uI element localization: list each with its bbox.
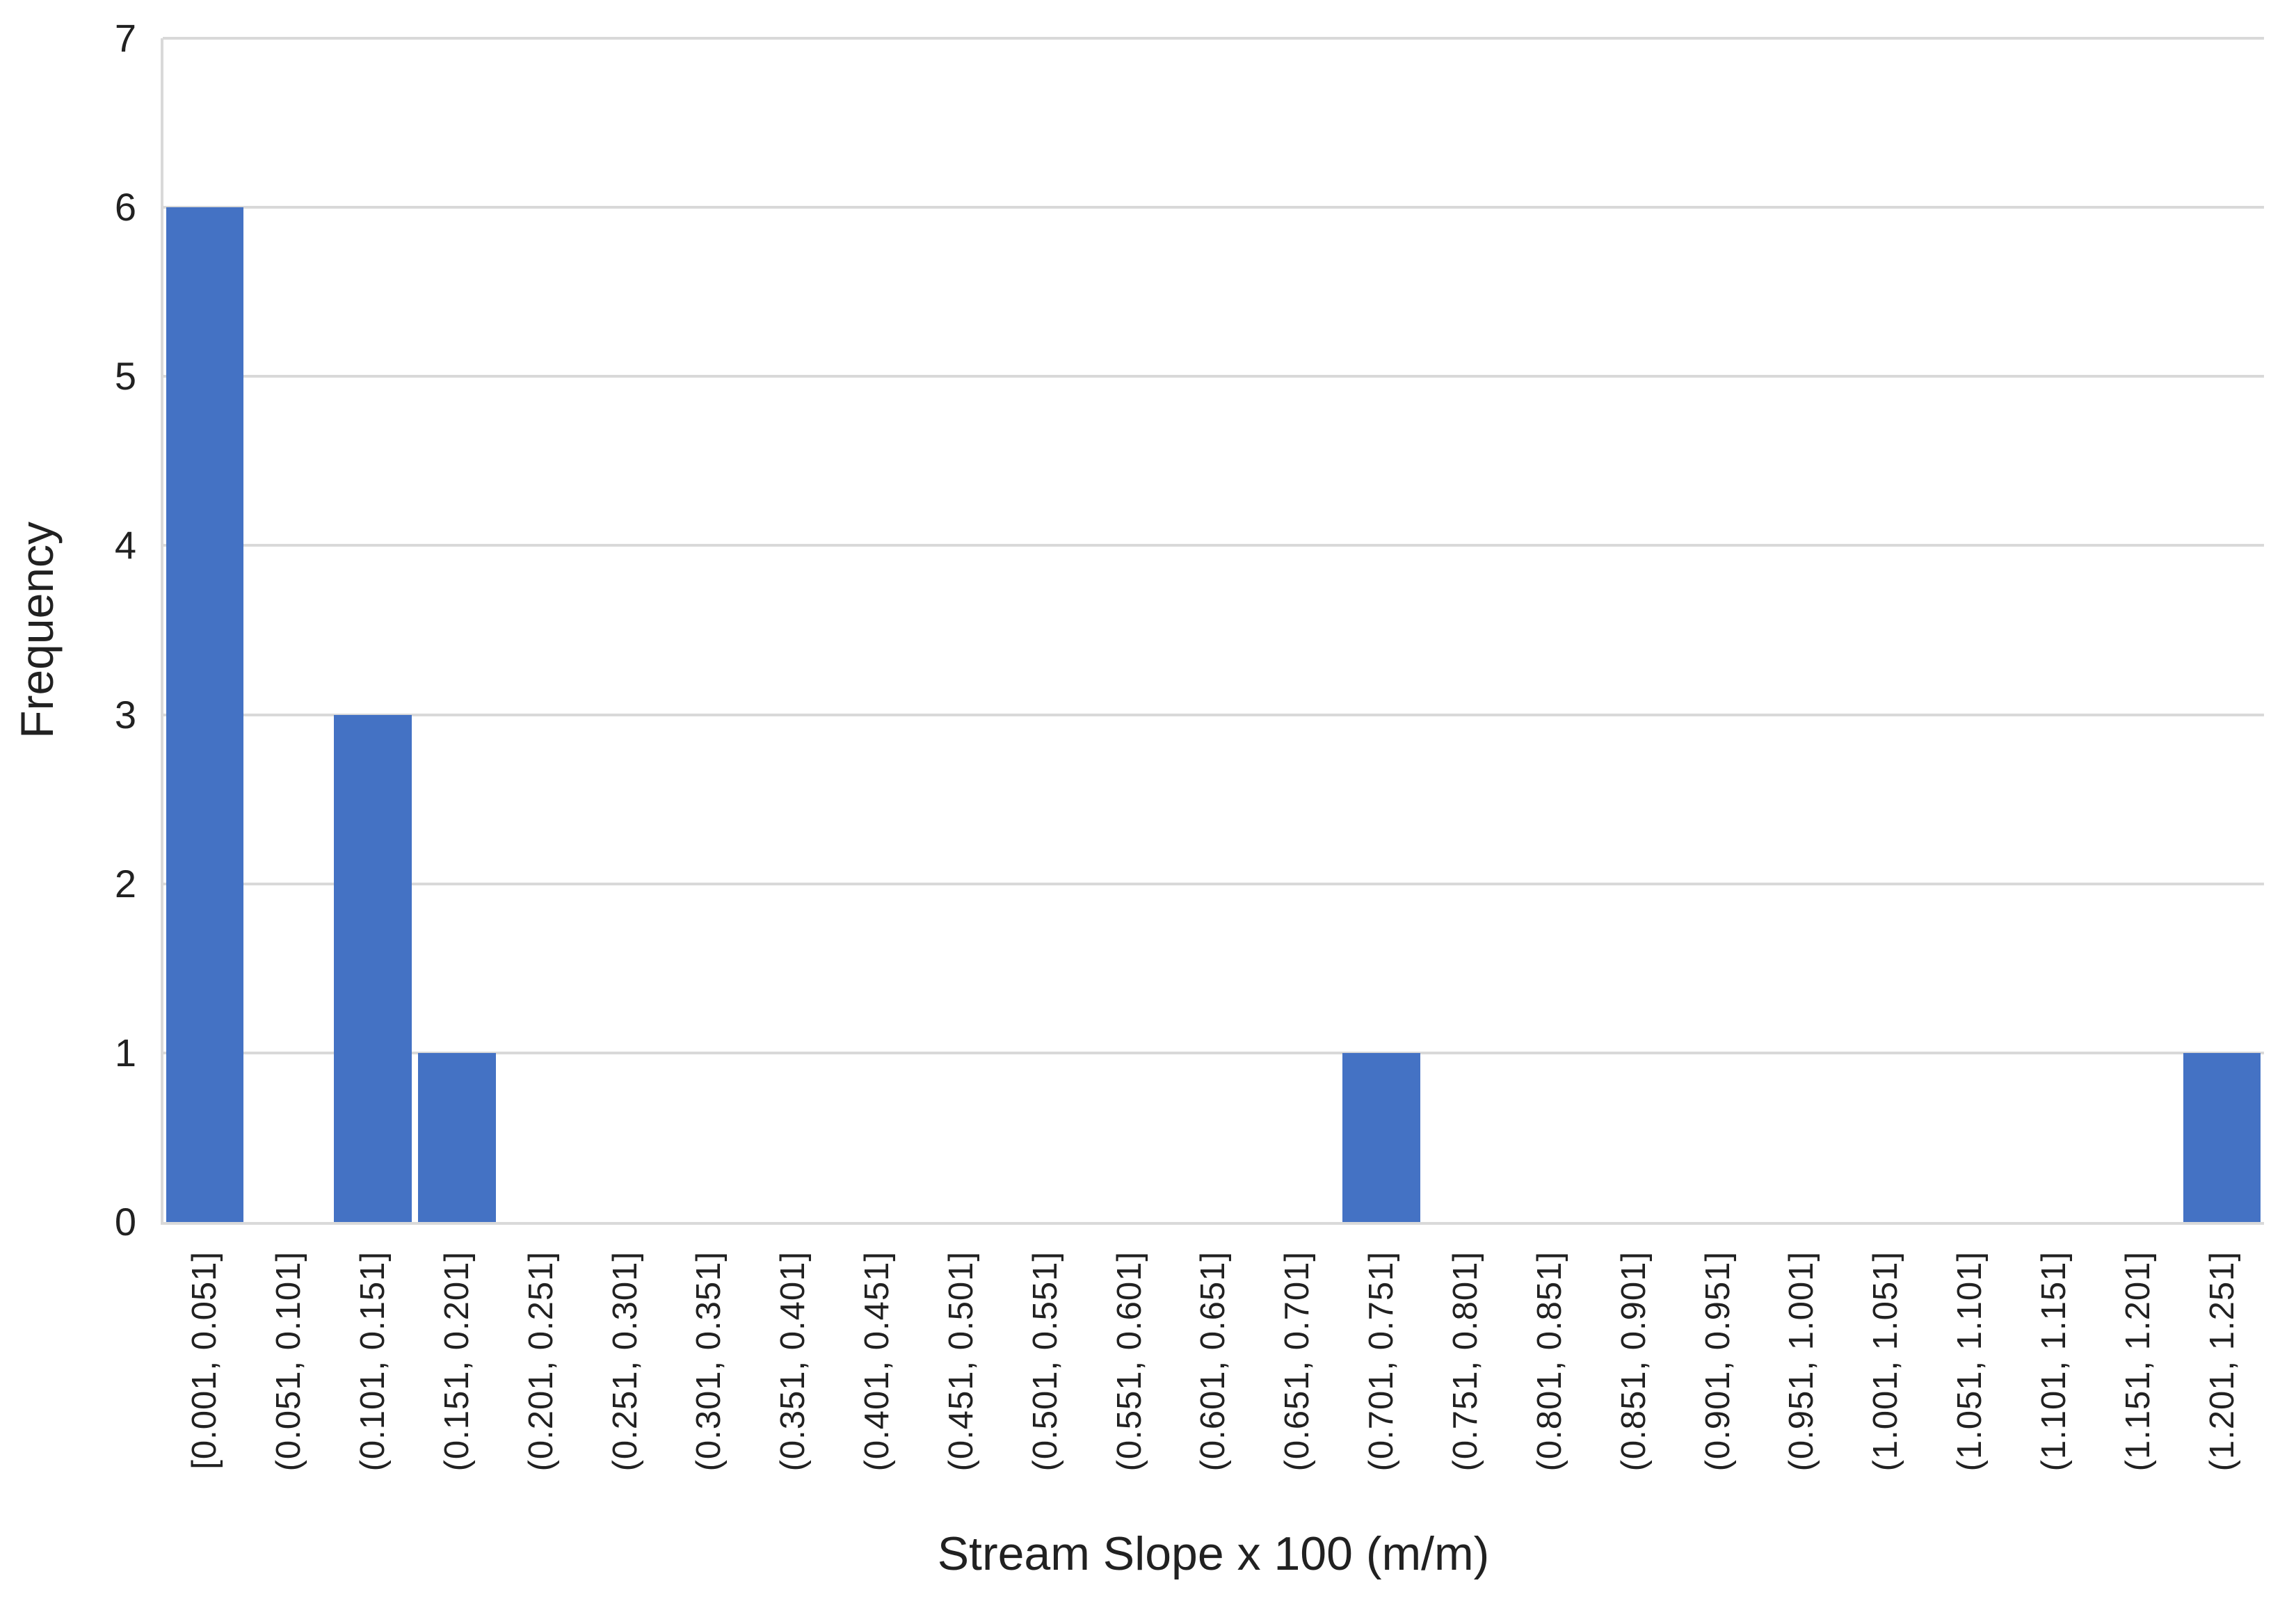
x-tick-label-text: (1.151, 1.201] bbox=[2119, 1251, 2157, 1472]
x-tick-label: (0.651, 0.701] bbox=[1255, 1251, 1340, 1502]
x-tick-label: (0.901, 0.951] bbox=[1676, 1251, 1760, 1502]
x-tick-label: (0.351, 0.401] bbox=[751, 1251, 835, 1502]
x-tick-label: (0.501, 0.551] bbox=[1003, 1251, 1087, 1502]
x-tick-label-text: (0.351, 0.401] bbox=[774, 1251, 812, 1472]
x-tick-label-text: (0.901, 0.951] bbox=[1699, 1251, 1737, 1472]
x-tick-label: (0.801, 0.851] bbox=[1507, 1251, 1591, 1502]
x-tick-label-text: (0.301, 0.351] bbox=[690, 1251, 728, 1472]
x-tick-label: (0.101, 0.151] bbox=[331, 1251, 415, 1502]
gridline bbox=[163, 882, 2264, 885]
x-tick-label: (1.101, 1.151] bbox=[2012, 1251, 2096, 1502]
x-tick-label-text: (0.451, 0.501] bbox=[942, 1251, 980, 1472]
x-tick-label-text: (0.601, 0.651] bbox=[1194, 1251, 1233, 1472]
x-tick-label-text: (0.401, 0.451] bbox=[858, 1251, 897, 1472]
gridline bbox=[163, 375, 2264, 378]
x-tick-label: (0.551, 0.601] bbox=[1087, 1251, 1171, 1502]
x-tick-label-text: (0.551, 0.601] bbox=[1110, 1251, 1148, 1472]
x-tick-label-text: (1.001, 1.051] bbox=[1867, 1251, 1905, 1472]
gridline bbox=[163, 206, 2264, 209]
x-tick-label: (1.151, 1.201] bbox=[2096, 1251, 2180, 1502]
x-tick-label: (1.051, 1.101] bbox=[1928, 1251, 2012, 1502]
bar bbox=[1342, 1052, 1421, 1222]
x-tick-label-text: (0.701, 0.751] bbox=[1363, 1251, 1401, 1472]
bar bbox=[166, 207, 244, 1222]
y-tick-label: 7 bbox=[114, 16, 136, 60]
x-tick-label: (0.851, 0.901] bbox=[1591, 1251, 1676, 1502]
x-tick-label: [0.001, 0.051] bbox=[163, 1251, 247, 1502]
x-tick-label: (0.951, 1.001] bbox=[1760, 1251, 1844, 1502]
y-tick-label: 3 bbox=[114, 692, 136, 737]
x-tick-label-text: (0.851, 0.901] bbox=[1614, 1251, 1653, 1472]
y-tick-label: 1 bbox=[114, 1030, 136, 1075]
y-tick-label: 5 bbox=[114, 354, 136, 399]
x-tick-label-text: (0.151, 0.201] bbox=[437, 1251, 476, 1472]
bar bbox=[334, 714, 412, 1222]
gridline bbox=[163, 713, 2264, 716]
x-tick-label: (1.001, 1.051] bbox=[1844, 1251, 1928, 1502]
x-tick-label: (0.201, 0.251] bbox=[499, 1251, 583, 1502]
bar bbox=[418, 1052, 496, 1222]
y-tick-label: 6 bbox=[114, 185, 136, 230]
x-tick-label-text: [0.001, 0.051] bbox=[186, 1251, 224, 1470]
y-tick-label: 4 bbox=[114, 523, 136, 568]
y-axis-line bbox=[161, 38, 163, 1224]
x-tick-label-text: (0.801, 0.851] bbox=[1530, 1251, 1568, 1472]
bar bbox=[2183, 1052, 2261, 1222]
x-axis-line bbox=[161, 1222, 2264, 1225]
gridline bbox=[163, 37, 2264, 40]
x-tick-label: (0.451, 0.501] bbox=[920, 1251, 1004, 1502]
x-tick-label-text: (0.651, 0.701] bbox=[1278, 1251, 1317, 1472]
x-tick-label-text: (1.101, 1.151] bbox=[2034, 1251, 2073, 1472]
x-tick-label: (0.301, 0.351] bbox=[667, 1251, 751, 1502]
x-tick-label-text: (0.051, 0.101] bbox=[270, 1251, 308, 1472]
y-tick-label: 0 bbox=[114, 1200, 136, 1244]
x-tick-label: (0.151, 0.201] bbox=[415, 1251, 499, 1502]
x-tick-label-text: (0.201, 0.251] bbox=[522, 1251, 560, 1472]
x-tick-label: (0.401, 0.451] bbox=[835, 1251, 920, 1502]
x-tick-label: (0.251, 0.301] bbox=[583, 1251, 667, 1502]
x-tick-label-text: (0.251, 0.301] bbox=[606, 1251, 644, 1472]
x-tick-label: (0.601, 0.651] bbox=[1171, 1251, 1255, 1502]
x-tick-label: (1.201, 1.251] bbox=[2180, 1251, 2264, 1502]
x-tick-label: (0.701, 0.751] bbox=[1340, 1251, 1424, 1502]
x-tick-label: (0.051, 0.101] bbox=[247, 1251, 331, 1502]
x-tick-label-text: (1.201, 1.251] bbox=[2203, 1251, 2241, 1472]
x-tick-label-text: (1.051, 1.101] bbox=[1951, 1251, 1989, 1472]
x-tick-label-text: (0.951, 1.001] bbox=[1783, 1251, 1821, 1472]
x-tick-label-text: (0.501, 0.551] bbox=[1026, 1251, 1064, 1472]
x-tick-label-text: (0.751, 0.801] bbox=[1447, 1251, 1484, 1472]
x-tick-label-text: (0.101, 0.151] bbox=[354, 1251, 392, 1472]
x-axis-title: Stream Slope x 100 (m/m) bbox=[937, 1527, 1490, 1580]
y-tick-label: 2 bbox=[114, 861, 136, 906]
x-tick-label: (0.751, 0.801] bbox=[1424, 1251, 1508, 1502]
gridline bbox=[163, 1051, 2264, 1054]
gridline bbox=[163, 544, 2264, 547]
y-axis-title-box: Frequency bbox=[6, 421, 68, 839]
